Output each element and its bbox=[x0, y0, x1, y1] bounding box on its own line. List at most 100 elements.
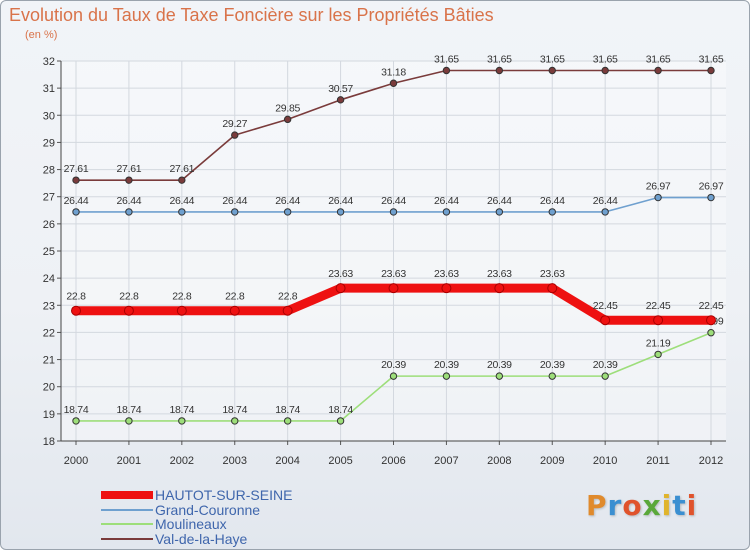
y-tick-label: 27 bbox=[43, 192, 55, 204]
y-tick-label: 23 bbox=[43, 300, 55, 312]
data-label: 26.44 bbox=[64, 195, 89, 207]
series-point bbox=[125, 176, 133, 184]
x-tick-label: 2010 bbox=[593, 455, 617, 467]
data-label: 22.8 bbox=[278, 291, 298, 303]
x-tick-label: 2001 bbox=[117, 455, 141, 467]
series-point bbox=[441, 283, 452, 294]
series-point bbox=[178, 417, 186, 425]
data-label: 23.63 bbox=[381, 268, 406, 280]
unit-label: (en %) bbox=[25, 29, 58, 41]
legend-item-hautot: HAUTOT-SUR-SEINE bbox=[101, 488, 292, 503]
logo-letter: t bbox=[672, 489, 687, 522]
data-label: 31.18 bbox=[381, 66, 406, 78]
series-point bbox=[707, 329, 715, 337]
legend: HAUTOT-SUR-SEINE Grand-Couronne Moulinea… bbox=[101, 488, 292, 546]
logo-letter: i bbox=[661, 489, 673, 522]
series-point bbox=[495, 66, 504, 75]
x-tick-label: 2012 bbox=[699, 455, 723, 467]
data-label: 26.44 bbox=[169, 195, 194, 207]
series-point bbox=[547, 283, 558, 294]
data-label: 23.63 bbox=[487, 268, 512, 280]
data-label: 31.65 bbox=[540, 54, 565, 66]
series-point bbox=[178, 176, 186, 184]
data-label: 20.39 bbox=[593, 359, 618, 371]
series-point bbox=[231, 208, 239, 216]
data-label: 31.65 bbox=[699, 54, 724, 66]
data-label: 26.97 bbox=[646, 181, 671, 193]
data-label: 26.44 bbox=[222, 195, 247, 207]
series-point bbox=[231, 131, 239, 139]
y-tick-label: 21 bbox=[43, 355, 55, 367]
y-tick-label: 24 bbox=[43, 273, 55, 285]
legend-swatch-grand-couronne bbox=[101, 508, 153, 511]
x-tick-label: 2000 bbox=[64, 455, 88, 467]
series-point bbox=[388, 283, 399, 294]
y-tick-label: 31 bbox=[43, 83, 55, 95]
series-point bbox=[442, 66, 451, 75]
series-point bbox=[336, 417, 345, 425]
y-tick-label: 30 bbox=[43, 110, 55, 122]
legend-swatch-hautot bbox=[101, 491, 153, 500]
series-point bbox=[653, 315, 664, 326]
data-label: 26.44 bbox=[275, 195, 300, 207]
series-point bbox=[335, 283, 346, 294]
chart-title: Evolution du Taux de Taxe Foncière sur l… bbox=[9, 5, 494, 25]
y-tick-label: 26 bbox=[43, 219, 55, 231]
data-label: 18.74 bbox=[328, 404, 353, 416]
data-label: 26.44 bbox=[487, 195, 512, 207]
series-point bbox=[72, 208, 80, 216]
series-point bbox=[654, 66, 662, 75]
data-label: 22.8 bbox=[66, 291, 86, 303]
data-label: 23.63 bbox=[540, 268, 565, 280]
y-tick-label: 22 bbox=[43, 327, 55, 339]
series-point bbox=[336, 208, 345, 216]
y-tick-label: 19 bbox=[43, 409, 55, 421]
data-label: 20.39 bbox=[434, 359, 459, 371]
data-label: 30.57 bbox=[328, 83, 353, 95]
data-label: 18.74 bbox=[275, 404, 300, 416]
series-point bbox=[283, 417, 292, 425]
series-point bbox=[178, 208, 186, 216]
data-label: 20.39 bbox=[487, 359, 512, 371]
legend-label-hautot: HAUTOT-SUR-SEINE bbox=[155, 487, 293, 504]
data-label: 29.85 bbox=[275, 102, 300, 114]
x-tick-label: 2002 bbox=[170, 455, 194, 467]
series-point bbox=[654, 350, 662, 359]
series-point bbox=[176, 305, 187, 316]
series-point bbox=[494, 283, 505, 294]
series-point bbox=[389, 372, 398, 380]
data-label: 27.61 bbox=[117, 163, 142, 175]
y-tick-label: 28 bbox=[43, 165, 55, 177]
x-tick-label: 2011 bbox=[646, 455, 670, 467]
logo-letter: o bbox=[622, 489, 643, 522]
data-label: 27.61 bbox=[64, 163, 89, 175]
data-label: 18.74 bbox=[64, 404, 89, 416]
data-label: 26.44 bbox=[593, 195, 618, 207]
series-point bbox=[72, 417, 80, 425]
data-label: 26.44 bbox=[328, 195, 353, 207]
logo-letter: x bbox=[642, 489, 662, 522]
x-tick-label: 2003 bbox=[223, 455, 247, 467]
data-label: 23.63 bbox=[328, 268, 353, 280]
series-point bbox=[282, 305, 293, 316]
x-tick-label: 2004 bbox=[275, 455, 299, 467]
data-label: 26.44 bbox=[434, 195, 459, 207]
series-point bbox=[229, 305, 240, 316]
series-point bbox=[600, 315, 611, 326]
series-point bbox=[495, 372, 504, 380]
y-tick-label: 29 bbox=[43, 137, 55, 149]
series-point bbox=[72, 176, 80, 184]
data-label: 31.65 bbox=[646, 54, 671, 66]
data-label: 22.45 bbox=[699, 300, 724, 312]
series-point bbox=[442, 372, 451, 380]
data-label: 18.74 bbox=[117, 404, 142, 416]
legend-swatch-val-de-la-haye bbox=[101, 537, 153, 540]
legend-item-moulineaux: Moulineaux bbox=[101, 517, 292, 532]
data-label: 27.61 bbox=[169, 163, 194, 175]
data-label: 18.74 bbox=[222, 404, 247, 416]
data-label: 22.45 bbox=[593, 300, 618, 312]
data-label: 20.39 bbox=[540, 359, 565, 371]
legend-label-grand-couronne: Grand-Couronne bbox=[155, 501, 261, 518]
data-label: 22.8 bbox=[172, 291, 192, 303]
